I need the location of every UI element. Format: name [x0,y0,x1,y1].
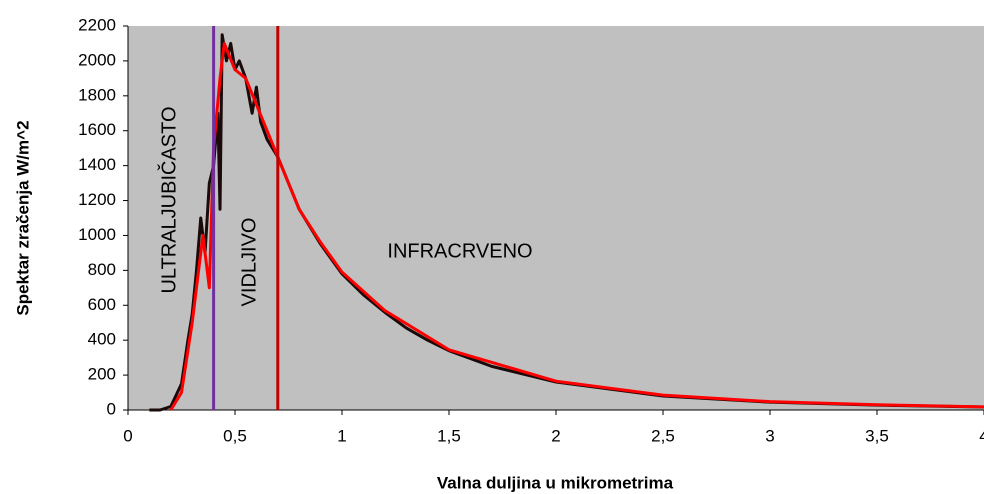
x-tick-label: 1,5 [437,426,461,445]
x-tick-label: 0,5 [223,426,247,445]
y-tick-label: 600 [88,295,116,314]
y-tick-label: 1800 [78,85,116,104]
y-tick-label: 1600 [78,120,116,139]
y-tick-label: 0 [107,399,116,418]
y-tick-label: 800 [88,260,116,279]
annotation: ULTRALJUBIČASTO [157,106,180,293]
y-tick-label: 1200 [78,190,116,209]
x-tick-label: 3,5 [865,426,889,445]
y-tick-label: 2200 [78,15,116,34]
x-tick-label: 0 [123,426,132,445]
annotation: VIDLJIVO [238,218,260,307]
annotation: INFRACRVENO [387,240,532,262]
x-tick-label: 3 [765,426,774,445]
x-axis-title: Valna duljina u mikrometrima [437,473,674,492]
y-tick-label: 2000 [78,50,116,69]
y-tick-label: 1000 [78,225,116,244]
y-tick-label: 200 [88,365,116,384]
x-tick-label: 4 [979,426,984,445]
y-tick-label: 1400 [78,155,116,174]
plot-area [128,26,984,410]
x-tick-label: 2,5 [651,426,675,445]
y-tick-label: 400 [88,330,116,349]
x-tick-label: 1 [337,426,346,445]
spectrum-line [169,41,984,411]
y-axis-title: Spektar zračenja W/m^2 [13,120,32,315]
x-tick-label: 2 [551,426,560,445]
